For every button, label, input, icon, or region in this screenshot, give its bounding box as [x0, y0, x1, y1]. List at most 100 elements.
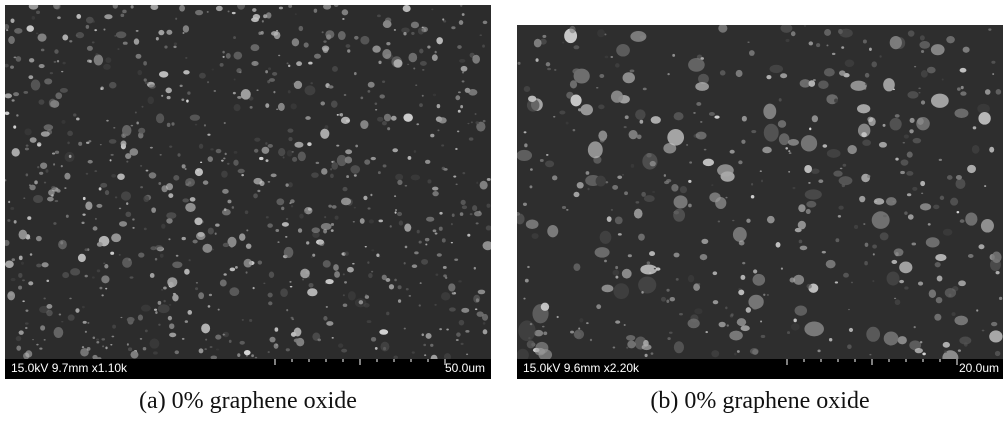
particle — [523, 203, 527, 206]
particle — [234, 78, 236, 80]
particle — [864, 88, 867, 90]
particle — [58, 240, 67, 250]
particle — [741, 140, 745, 144]
particle — [635, 109, 645, 120]
particle — [116, 31, 127, 38]
particle — [85, 201, 92, 209]
particle — [265, 103, 269, 108]
particle — [467, 89, 470, 92]
particle — [736, 70, 743, 77]
particle — [38, 33, 47, 41]
particle — [16, 346, 21, 351]
particle — [727, 324, 729, 326]
particle — [572, 68, 581, 74]
particle — [663, 143, 676, 153]
particle — [462, 80, 465, 82]
particle — [940, 196, 944, 200]
particle — [379, 329, 388, 335]
particle — [916, 117, 930, 130]
particle — [927, 67, 936, 74]
particle — [770, 65, 784, 73]
particle — [111, 174, 116, 178]
particle — [161, 289, 163, 290]
particle — [913, 138, 922, 143]
particle — [667, 73, 669, 75]
particle — [483, 329, 488, 334]
particle — [459, 320, 465, 326]
particle — [13, 92, 19, 96]
particle — [382, 81, 385, 83]
particle — [419, 241, 422, 244]
particle — [48, 189, 55, 195]
particle — [226, 53, 231, 59]
particle — [474, 211, 482, 216]
image-background — [5, 5, 491, 359]
particle — [894, 248, 904, 256]
particle — [69, 298, 72, 300]
particle — [158, 304, 170, 313]
particle — [641, 291, 643, 294]
particle — [873, 253, 875, 255]
particle — [123, 42, 128, 45]
particle — [271, 173, 277, 177]
particle — [746, 219, 750, 223]
particle — [183, 25, 189, 32]
particle — [872, 280, 874, 282]
particle — [579, 318, 583, 322]
particle — [441, 144, 444, 146]
particle — [395, 211, 397, 213]
particle — [172, 294, 178, 301]
particle — [835, 238, 839, 242]
particle — [404, 223, 411, 231]
particle — [239, 341, 244, 345]
particle — [347, 49, 350, 52]
particle — [302, 278, 304, 280]
figure: 15.0kV 9.7mm x1.10k 50.0um 15.0kV 9.6mm … — [0, 0, 1005, 430]
particle — [991, 61, 995, 64]
particle — [201, 323, 210, 333]
particle — [166, 30, 172, 35]
particle — [610, 56, 613, 58]
particle — [523, 298, 525, 300]
particle — [130, 276, 134, 278]
particle — [616, 44, 630, 57]
particle — [435, 232, 438, 234]
particle — [451, 242, 453, 244]
particle — [907, 152, 913, 158]
particle — [169, 323, 174, 329]
particle — [326, 321, 333, 326]
particle — [729, 331, 743, 341]
particle — [87, 322, 89, 324]
particle — [200, 162, 202, 163]
particle — [16, 56, 22, 62]
particle — [933, 205, 939, 210]
particle — [305, 85, 316, 95]
particle — [386, 312, 389, 316]
particle — [282, 222, 289, 227]
particle — [166, 183, 173, 190]
particle — [397, 212, 402, 216]
particle — [96, 341, 99, 344]
particle — [458, 280, 461, 282]
particle — [346, 119, 350, 122]
particle — [207, 81, 209, 83]
particle — [136, 121, 139, 124]
particle — [459, 20, 464, 25]
particle — [442, 18, 444, 20]
particle — [50, 100, 59, 108]
particle — [46, 280, 49, 282]
particle — [904, 286, 908, 289]
particle — [262, 147, 270, 154]
particle — [482, 314, 488, 321]
particle — [271, 31, 278, 36]
particle — [246, 229, 248, 231]
particle — [321, 168, 327, 175]
particle — [215, 224, 220, 227]
particle — [640, 264, 657, 274]
particle — [914, 326, 916, 328]
particle — [458, 110, 461, 113]
particle — [432, 187, 438, 191]
particle — [832, 53, 836, 55]
particle — [169, 333, 176, 338]
particle — [843, 164, 847, 167]
